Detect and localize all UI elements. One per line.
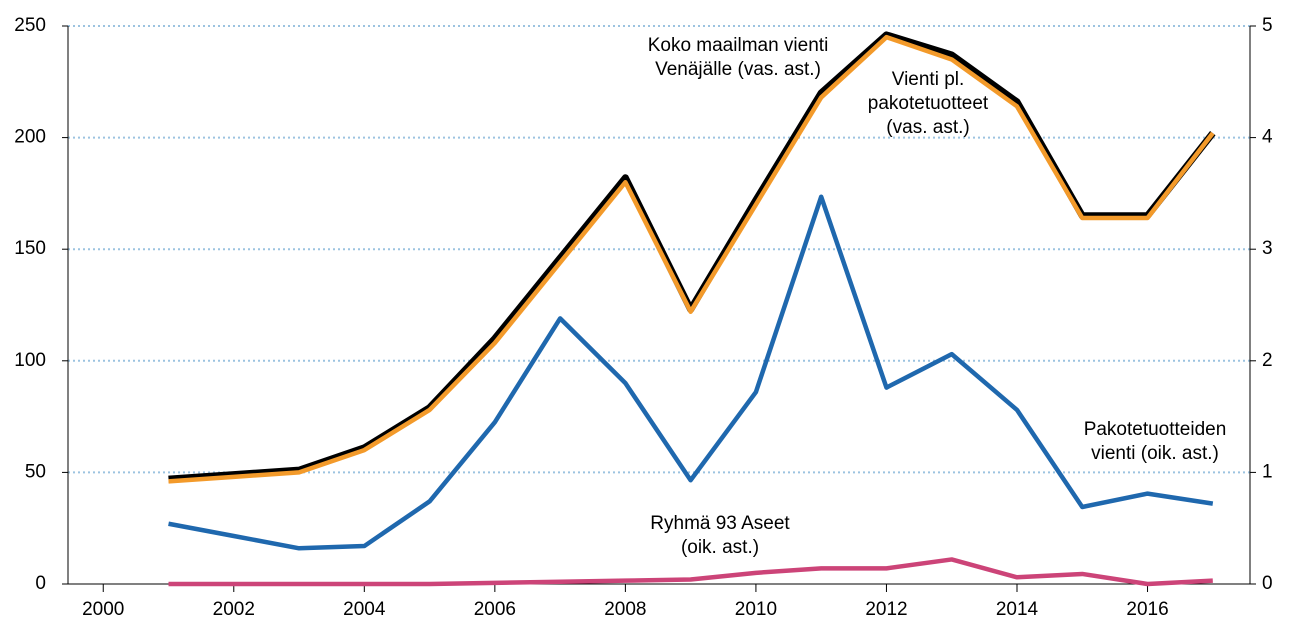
y2-tick-label: 0 <box>1262 573 1273 594</box>
y2-tick-label: 3 <box>1262 238 1273 259</box>
annotation: Venäjälle (vas. ast.) <box>655 59 821 80</box>
annotation: pakotetuotteet <box>868 93 989 114</box>
y-tick-label: 0 <box>35 573 46 594</box>
y-tick-label: 200 <box>14 127 46 148</box>
annotation: Ryhmä 93 Aseet <box>650 513 790 534</box>
x-tick-label: 2000 <box>82 599 124 620</box>
x-tick-label: 2004 <box>343 599 386 620</box>
x-tick-label: 2012 <box>865 599 907 620</box>
series-line <box>168 31 1216 483</box>
x-tick-label: 2014 <box>996 599 1039 620</box>
y2-tick-label: 2 <box>1262 350 1273 371</box>
y-tick-label: 100 <box>14 350 46 371</box>
x-tick-label: 2016 <box>1126 599 1168 620</box>
y2-tick-label: 5 <box>1262 15 1273 36</box>
annotation: Koko maailman vienti <box>648 35 829 56</box>
x-tick-label: 2006 <box>474 599 516 620</box>
annotation: Vienti pl. <box>892 69 965 90</box>
annotation: vienti (oik. ast.) <box>1091 443 1219 464</box>
y-tick-label: 50 <box>25 461 46 482</box>
series-line <box>168 194 1214 551</box>
series-line <box>168 557 1213 587</box>
x-tick-label: 2002 <box>213 599 255 620</box>
series-line <box>168 34 1215 484</box>
x-tick-label: 2008 <box>604 599 646 620</box>
x-tick-label: 2010 <box>735 599 777 620</box>
annotation: Pakotetuotteiden <box>1084 419 1227 440</box>
y2-tick-label: 1 <box>1262 461 1273 482</box>
annotation: (vas. ast.) <box>886 117 969 138</box>
y-tick-label: 250 <box>14 15 46 36</box>
y2-tick-label: 4 <box>1262 127 1273 148</box>
annotation: (oik. ast.) <box>681 537 759 558</box>
y-tick-label: 150 <box>14 238 46 259</box>
